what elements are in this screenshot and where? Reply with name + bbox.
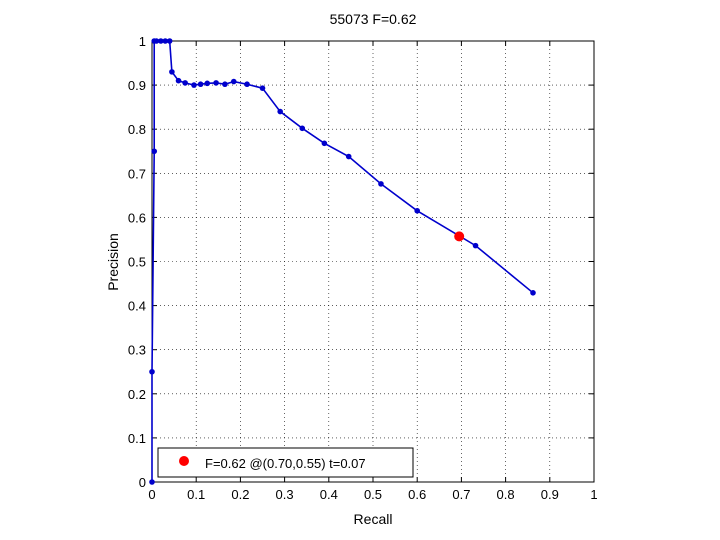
y-tick-label: 0.9 xyxy=(128,78,146,93)
pr-curve-point xyxy=(277,108,283,115)
pr-curve-point xyxy=(191,82,197,88)
x-tick-label: 0.6 xyxy=(408,487,426,502)
grid-lines xyxy=(152,41,594,482)
y-tick-label: 0.6 xyxy=(128,210,146,225)
pr-curve-point xyxy=(378,181,384,187)
pr-curve-point xyxy=(213,80,219,86)
legend-text: F=0.62 @(0.70,0.55) t=0.07 xyxy=(205,456,366,471)
legend-marker xyxy=(179,456,189,466)
pr-curve-point xyxy=(299,125,306,132)
pr-curve-point xyxy=(345,153,352,160)
pr-curve-line xyxy=(151,40,534,482)
pr-curve-point xyxy=(153,38,160,44)
y-axis-label: Precision xyxy=(105,233,121,291)
y-tick-label: 0.3 xyxy=(128,343,146,358)
pr-curve-point xyxy=(259,85,266,91)
y-tick-label: 0.5 xyxy=(128,255,146,270)
pr-curve-point xyxy=(204,80,211,87)
pr-curve-point xyxy=(222,81,228,88)
pr-curve-point xyxy=(244,81,250,88)
y-tick-label: 0.4 xyxy=(128,299,146,314)
x-tick-label: 0.5 xyxy=(364,487,382,502)
x-tick-label: 0.9 xyxy=(541,487,559,502)
pr-curve-point xyxy=(414,207,421,214)
pr-curve-point xyxy=(169,69,175,75)
chart-title: 55073 F=0.62 xyxy=(330,11,417,27)
y-tick-label: 0.7 xyxy=(128,166,146,181)
x-axis-ticks: 0 0.1 0.2 0.3 0.4 0.5 0.6 0.7 0.8 0.9 1 xyxy=(148,41,598,502)
y-axis-ticks: 0 0.1 0.2 0.3 0.4 0.5 0.6 0.7 0.8 0.9 1 xyxy=(128,34,594,490)
series-layer xyxy=(149,38,536,485)
pr-curve-point xyxy=(321,140,328,147)
best-f-point xyxy=(454,231,465,242)
pr-curve-point xyxy=(530,290,536,296)
pr-curve-point xyxy=(162,38,169,44)
x-tick-label: 0.8 xyxy=(497,487,515,502)
legend: F=0.62 @(0.70,0.55) t=0.07 xyxy=(157,447,414,478)
x-axis-label: Recall xyxy=(354,511,393,527)
y-tick-label: 0.1 xyxy=(128,431,146,446)
pr-curve-point xyxy=(182,80,188,86)
legend-box xyxy=(157,447,414,478)
y-tick-label: 0.2 xyxy=(128,387,146,402)
x-tick-label: 0.2 xyxy=(231,487,249,502)
x-tick-label: 0.1 xyxy=(187,487,205,502)
y-tick-label: 1 xyxy=(139,34,146,49)
x-tick-label: 0 xyxy=(148,487,155,502)
pr-curve-point xyxy=(149,368,155,375)
pr-curve-point xyxy=(472,242,479,249)
pr-curve-point xyxy=(158,38,164,44)
pr-curve-point xyxy=(230,78,237,85)
y-tick-label: 0 xyxy=(139,475,146,490)
pr-curve-point xyxy=(149,479,155,485)
pr-curve-point xyxy=(151,148,158,155)
pr-curve-point xyxy=(166,38,173,44)
pr-curve-point xyxy=(197,81,204,88)
x-tick-label: 0.3 xyxy=(276,487,294,502)
pr-curve-point xyxy=(175,77,182,84)
y-tick-label: 0.8 xyxy=(128,122,146,137)
x-tick-label: 1 xyxy=(590,487,597,502)
x-tick-label: 0.4 xyxy=(320,487,338,502)
x-tick-label: 0.7 xyxy=(452,487,470,502)
